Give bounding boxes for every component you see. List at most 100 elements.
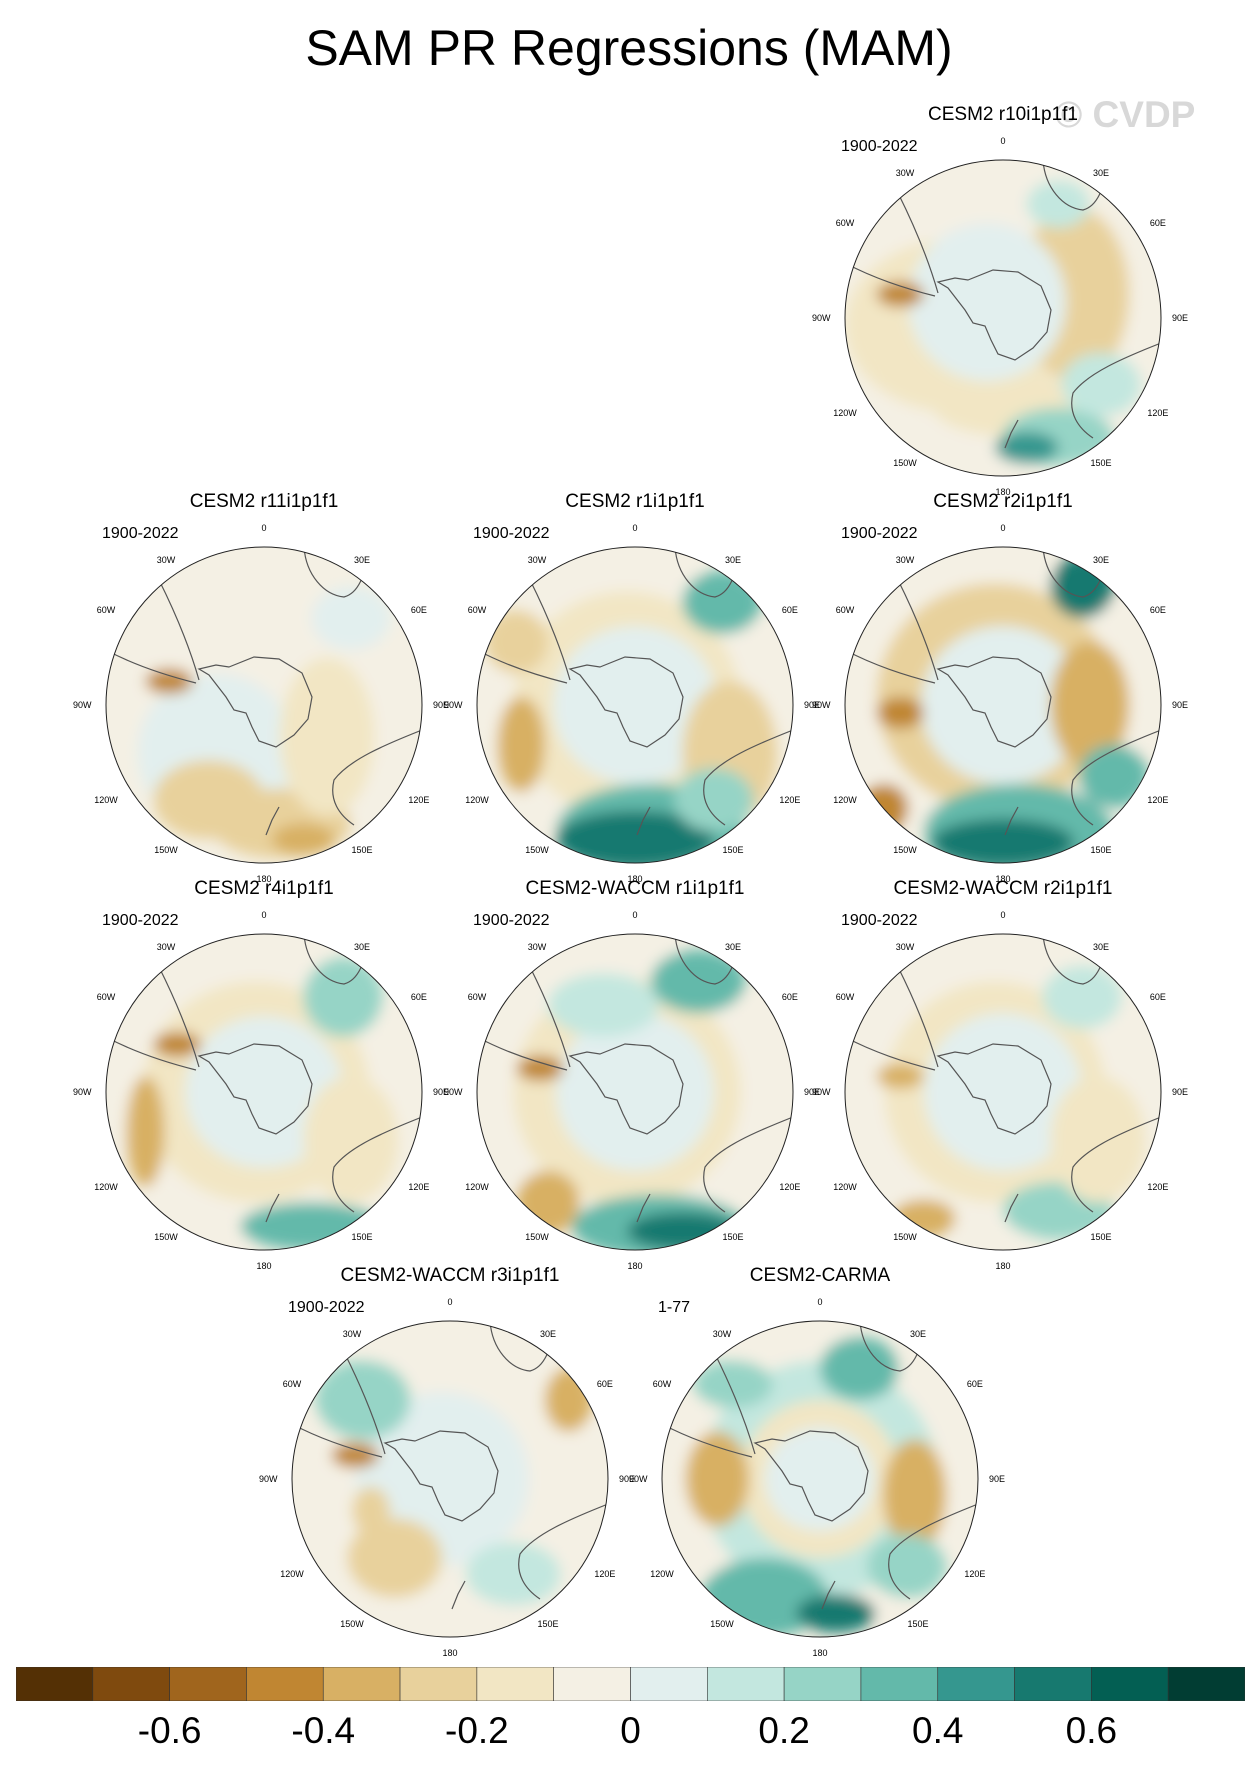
- longitude-label: 150E: [722, 845, 744, 856]
- australia-outline: [888, 1503, 978, 1600]
- longitude-label: 0: [632, 523, 638, 534]
- field-shade: [279, 657, 375, 816]
- field-shade: [145, 668, 193, 694]
- field-shade: [1026, 180, 1090, 228]
- field-shade: [820, 1336, 899, 1400]
- colorbar-swatch: [1014, 1667, 1092, 1701]
- map-border: [844, 159, 1162, 477]
- field-shade: [931, 818, 1075, 863]
- map-border: [844, 933, 1162, 1251]
- field-shade: [303, 1076, 399, 1203]
- colorbar-swatch: [399, 1667, 478, 1701]
- longitude-label: 150E: [722, 1232, 744, 1243]
- polar-map: [105, 933, 423, 1251]
- longitude-label: 180: [995, 873, 1011, 884]
- field-shade: [1050, 641, 1130, 769]
- longitude-label: 180: [442, 1647, 458, 1658]
- longitude-label: 90W: [444, 700, 463, 710]
- panel-period: 1900-2022: [473, 912, 550, 929]
- longitude-label: 30E: [724, 941, 741, 952]
- antarctica-outline: [197, 656, 313, 748]
- colorbar-swatch: [322, 1667, 401, 1701]
- longitude-label: 120E: [408, 794, 430, 805]
- colorbar-swatch: [246, 1667, 324, 1701]
- field-shade: [548, 973, 659, 1037]
- field-shade: [352, 1486, 390, 1535]
- colorbar-swatch: [937, 1667, 1015, 1701]
- longitude-label: 150W: [154, 1232, 178, 1243]
- longitude-label: 60W: [467, 992, 487, 1003]
- colorbar-swatch: [169, 1667, 247, 1701]
- new-zealand-outline: [1004, 1193, 1019, 1223]
- longitude-label: 180: [995, 1260, 1011, 1271]
- antarctica-outline: [568, 656, 684, 748]
- longitude-label: 120E: [1147, 407, 1169, 418]
- antarctica-outline: [753, 1430, 869, 1522]
- longitude-label: 60W: [282, 1379, 302, 1390]
- longitude-label: 90W: [812, 313, 831, 323]
- longitude-label: 60E: [1149, 605, 1166, 616]
- field-shade: [497, 697, 545, 792]
- longitude-label: 120E: [779, 1181, 801, 1192]
- longitude-label: 120E: [1147, 794, 1169, 805]
- australia-outline: [703, 1116, 793, 1213]
- colorbar-swatch: [860, 1667, 939, 1701]
- longitude-label: 30E: [539, 1328, 556, 1339]
- antarctica-outline: [197, 1043, 313, 1135]
- panel-period: 1900-2022: [102, 525, 179, 542]
- map-border: [105, 933, 423, 1251]
- longitude-label: 90E: [803, 700, 820, 710]
- longitude-label: 60E: [966, 1379, 983, 1390]
- australia-outline: [332, 729, 422, 826]
- longitude-label: 30E: [1092, 167, 1109, 178]
- new-zealand-outline: [636, 1193, 651, 1223]
- field-shade: [650, 949, 746, 1013]
- longitude-label: 150W: [893, 1232, 917, 1243]
- colorbar-swatch: [1091, 1667, 1169, 1701]
- field-shade: [764, 1426, 876, 1532]
- colorbar-swatch: [630, 1667, 708, 1701]
- panel-period: 1900-2022: [288, 1299, 365, 1316]
- polar-map: [105, 546, 423, 864]
- longitude-label: 60W: [835, 605, 855, 616]
- field-shade: [867, 1534, 947, 1598]
- field-shade: [693, 1360, 773, 1408]
- longitude-label: 150E: [351, 1232, 373, 1243]
- longitude-label: 120E: [1147, 1181, 1169, 1192]
- panel-title: CESM2-WACCM r2i1p1f1: [893, 878, 1113, 899]
- longitude-label: 120E: [408, 1181, 430, 1192]
- panel-title: CESM2-WACCM r1i1p1f1: [525, 878, 745, 899]
- field-shade: [311, 586, 391, 650]
- polar-map: [844, 159, 1162, 477]
- field-shade: [347, 1518, 443, 1598]
- longitude-label: 30W: [156, 554, 176, 565]
- longitude-label: 120W: [465, 1181, 489, 1192]
- field-shade: [556, 1013, 714, 1171]
- longitude-label: 150W: [525, 1232, 549, 1243]
- new-zealand-outline: [636, 806, 651, 836]
- longitude-label: 90W: [812, 1087, 831, 1097]
- australia-outline: [518, 1503, 608, 1600]
- longitude-label: 0: [1000, 523, 1006, 534]
- longitude-label: 30W: [527, 941, 547, 952]
- field-shade: [516, 1055, 564, 1081]
- watermark: © CVDP: [1055, 94, 1196, 135]
- field-shade: [516, 1171, 580, 1235]
- longitude-label: 90E: [432, 700, 449, 710]
- field-shade: [556, 810, 714, 863]
- polar-map: [476, 933, 794, 1251]
- longitude-label: 30W: [712, 1328, 732, 1339]
- longitude-label: 150W: [893, 845, 917, 856]
- panel-period: 1900-2022: [473, 525, 550, 542]
- panel-title: CESM2 r4i1p1f1: [194, 878, 334, 899]
- field-shade: [315, 1360, 411, 1440]
- antarctica-outline: [936, 656, 1052, 748]
- longitude-label: 30E: [1092, 554, 1109, 565]
- polar-map: [476, 546, 794, 864]
- longitude-label: 90W: [73, 1087, 92, 1097]
- field-shade: [1078, 744, 1149, 808]
- longitude-label: 90E: [1171, 1087, 1188, 1097]
- colorbar-swatch: [783, 1667, 862, 1701]
- longitude-label: 30W: [895, 941, 915, 952]
- longitude-label: 30W: [895, 167, 915, 178]
